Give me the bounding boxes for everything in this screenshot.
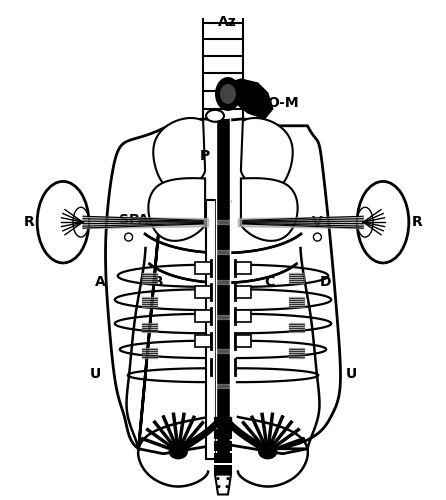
- Text: D: D: [320, 275, 331, 289]
- Text: O-M: O-M: [268, 96, 299, 110]
- Polygon shape: [215, 474, 231, 494]
- Bar: [216, 119, 230, 456]
- Ellipse shape: [357, 182, 409, 263]
- Bar: [214, 429, 232, 439]
- Bar: [235, 262, 251, 274]
- Bar: [214, 464, 232, 474]
- Ellipse shape: [314, 233, 322, 241]
- Bar: [235, 310, 251, 322]
- Bar: [235, 336, 251, 347]
- Ellipse shape: [124, 233, 132, 241]
- Text: Az: Az: [218, 16, 237, 30]
- Ellipse shape: [206, 110, 224, 122]
- Text: R: R: [411, 215, 422, 229]
- Text: IA: IA: [217, 192, 233, 205]
- Ellipse shape: [259, 445, 277, 458]
- Polygon shape: [241, 178, 297, 241]
- Text: A: A: [95, 275, 106, 289]
- Text: SPA: SPA: [119, 213, 149, 227]
- Bar: [195, 262, 211, 274]
- Bar: [214, 417, 232, 427]
- Ellipse shape: [169, 445, 187, 458]
- Ellipse shape: [37, 182, 89, 263]
- Bar: [235, 286, 251, 298]
- Bar: [195, 310, 211, 322]
- Polygon shape: [241, 118, 293, 191]
- Ellipse shape: [217, 477, 219, 480]
- Bar: [214, 441, 232, 450]
- Text: U: U: [346, 367, 357, 381]
- Text: R: R: [24, 215, 35, 229]
- Bar: [195, 286, 211, 298]
- Ellipse shape: [226, 485, 228, 488]
- Ellipse shape: [73, 208, 89, 237]
- Ellipse shape: [218, 485, 220, 488]
- Text: B: B: [153, 275, 164, 289]
- Ellipse shape: [220, 84, 236, 104]
- Polygon shape: [106, 119, 340, 454]
- Text: U: U: [90, 367, 101, 381]
- Ellipse shape: [227, 477, 229, 480]
- Bar: [206, 200, 216, 458]
- Polygon shape: [228, 79, 273, 119]
- Polygon shape: [153, 118, 205, 191]
- Ellipse shape: [357, 208, 373, 237]
- Bar: [195, 336, 211, 347]
- Ellipse shape: [216, 78, 240, 110]
- Polygon shape: [149, 178, 205, 241]
- Text: P: P: [200, 148, 210, 162]
- Text: V: V: [312, 215, 323, 229]
- Text: C: C: [264, 275, 275, 289]
- Bar: [214, 452, 232, 462]
